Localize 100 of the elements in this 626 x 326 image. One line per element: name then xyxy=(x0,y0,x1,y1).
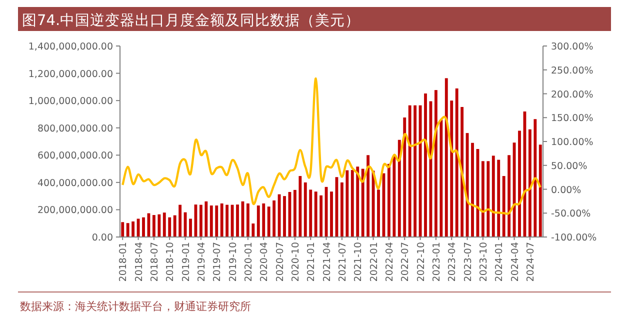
y-tick-label: 400,000,000.00 xyxy=(37,178,113,189)
bar xyxy=(189,218,192,237)
y2-tick-label: 250.00% xyxy=(551,65,594,76)
y2-tick-label: 300.00% xyxy=(551,42,594,52)
x-tick-label: 2018-04 xyxy=(134,242,145,282)
bar xyxy=(121,222,124,237)
bar xyxy=(424,93,427,237)
bar xyxy=(492,156,495,237)
y2-tick-label: 100.00% xyxy=(551,137,594,148)
x-tick-label: 2022-04 xyxy=(384,242,396,282)
y2-tick-label: -100.00% xyxy=(551,232,597,244)
bar xyxy=(455,88,458,237)
y-tick-label: 1,200,000,000.00 xyxy=(28,68,113,80)
y2-tick-label: 50.00% xyxy=(551,160,588,172)
x-tick-label: 2019-04 xyxy=(196,242,208,282)
bar xyxy=(256,205,260,237)
bar xyxy=(272,200,276,237)
x-tick-label: 2023-07 xyxy=(462,242,474,282)
y-tick-label: 800,000,000.00 xyxy=(37,123,113,134)
bar xyxy=(497,160,500,237)
x-tick-label: 2022-01 xyxy=(368,242,380,282)
bar xyxy=(267,206,270,237)
bar xyxy=(387,164,390,237)
bar xyxy=(162,212,166,237)
bar xyxy=(444,78,448,237)
x-tick-label: 2023-10 xyxy=(478,242,490,282)
bar xyxy=(262,203,266,237)
bar xyxy=(398,140,401,237)
bar xyxy=(252,223,255,237)
bar xyxy=(414,105,417,237)
bar xyxy=(450,100,454,237)
bar xyxy=(298,176,302,237)
bar xyxy=(534,119,537,237)
bar xyxy=(356,166,360,237)
bar xyxy=(314,192,318,237)
bar xyxy=(350,170,354,237)
bar xyxy=(226,204,229,237)
bar xyxy=(246,203,250,237)
bar xyxy=(392,156,396,237)
bar xyxy=(220,203,224,237)
y2-tick-label: 200.00% xyxy=(551,89,594,100)
bar xyxy=(132,221,135,237)
y-tick-label: 600,000,000.00 xyxy=(37,150,113,162)
x-tick-label: 2023-01 xyxy=(431,242,442,282)
bar xyxy=(178,204,182,237)
x-tick-label: 2018-07 xyxy=(149,242,160,282)
bar xyxy=(320,195,323,237)
bar xyxy=(309,190,312,237)
bar xyxy=(508,155,511,237)
bar xyxy=(460,106,464,237)
x-tick-label: 2019-01 xyxy=(180,242,192,282)
y-tick-label: 1,000,000,000.00 xyxy=(28,96,113,108)
x-tick-label: 2021-01 xyxy=(306,242,318,282)
bar xyxy=(502,176,506,237)
bar xyxy=(330,192,333,237)
x-tick-label: 2024-04 xyxy=(510,242,521,282)
bar xyxy=(486,161,490,237)
bar xyxy=(304,182,307,237)
x-tick-label: 2019-10 xyxy=(228,242,239,282)
bar xyxy=(293,190,296,237)
bar xyxy=(528,129,532,237)
bar xyxy=(538,144,542,237)
bar xyxy=(403,117,406,237)
y-tick-label: 0.00 xyxy=(92,232,113,244)
x-tick-label: 2019-07 xyxy=(212,242,224,282)
bar xyxy=(518,130,521,237)
source-note: 数据来源：海关统计数据平台，财通证券研究所 xyxy=(20,300,251,313)
chart-title: 图74.中国逆变器出口月度金额及同比数据（美元） xyxy=(22,12,360,29)
line-series xyxy=(122,77,542,214)
bar xyxy=(377,190,380,237)
x-tick-label: 2018-01 xyxy=(118,242,130,282)
bar xyxy=(236,204,239,237)
x-tick-label: 2024-01 xyxy=(494,242,506,282)
y-tick-label: 1,400,000,000.00 xyxy=(28,42,113,52)
bar xyxy=(199,204,202,237)
y2-tick-label: 150.00% xyxy=(551,113,594,124)
y-tick-label: 200,000,000.00 xyxy=(37,205,113,216)
bar xyxy=(434,90,438,237)
x-tick-label: 2022-10 xyxy=(416,242,427,282)
bar xyxy=(142,217,145,237)
bar xyxy=(346,170,349,237)
x-tick-label: 2020-10 xyxy=(290,242,302,282)
bar xyxy=(210,205,213,237)
bar xyxy=(168,217,172,237)
x-tick-label: 2018-10 xyxy=(165,242,176,282)
bar xyxy=(366,155,370,237)
bar xyxy=(481,161,484,237)
bar xyxy=(173,215,176,237)
x-tick-label: 2020-04 xyxy=(259,242,270,282)
y2-tick-label: 0.00% xyxy=(551,184,582,196)
bar xyxy=(283,196,286,237)
x-tick-label: 2021-04 xyxy=(322,242,333,282)
bar xyxy=(340,182,344,237)
y2-tick-label: -50.00% xyxy=(551,208,591,220)
bar xyxy=(152,215,156,237)
bar xyxy=(215,205,218,237)
x-tick-label: 2021-10 xyxy=(353,242,364,282)
x-tick-label: 2020-01 xyxy=(243,242,254,282)
x-tick-label: 2020-07 xyxy=(274,242,286,282)
bar xyxy=(126,223,130,237)
